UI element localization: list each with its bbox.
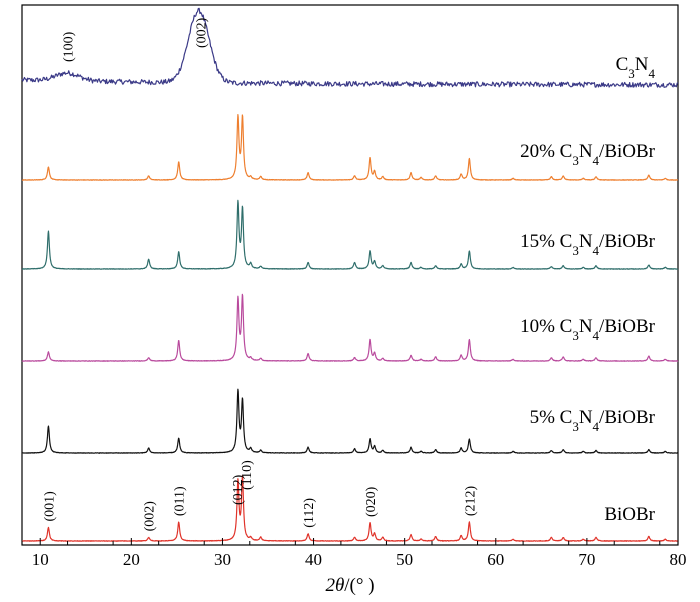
x-tick-label-50: 50: [396, 550, 413, 569]
peak-label-5-1: (002): [143, 501, 158, 532]
series-line-1: [21, 114, 679, 181]
x-tick-label-70: 70: [578, 550, 595, 569]
x-axis-label-symbol: 2θ: [325, 575, 344, 596]
peak-label-0-1: (002): [195, 17, 210, 48]
series-traces: [21, 7, 679, 542]
peak-label-5-5: (112): [302, 498, 317, 528]
series-line-5: [21, 475, 679, 542]
plot-frame: [21, 4, 679, 546]
x-tick-label-80: 80: [670, 550, 687, 569]
x-tick-label-20: 20: [123, 550, 140, 569]
series-labels: C3N4 20% C3N4/BiOBr 15% C3N4/BiOBr 10% C3N4…: [520, 54, 656, 525]
peak-label-5-7: (212): [463, 485, 478, 516]
peak-label-5-2: (011): [173, 486, 188, 516]
series-label-4: 5% C3N4/BiOBr: [530, 407, 656, 434]
series-line-4: [21, 388, 679, 454]
x-tick-label-60: 60: [487, 550, 504, 569]
series-line-3: [21, 293, 679, 362]
x-axis-label: 2θ/(° ): [325, 575, 374, 596]
series-line-2: [21, 199, 679, 270]
peak-label-5-0: (001): [42, 491, 57, 522]
series-label-0: C3N4: [616, 54, 656, 81]
peak-label-5-6: (020): [364, 486, 379, 517]
series-label-5: BiOBr: [604, 504, 655, 525]
peak-label-5-3: (012): [231, 474, 246, 505]
peak-labels: (100) (002) (001) (002) (011) (012)(110) (112)…: [42, 17, 478, 531]
peak-label-5-4: (110): [240, 460, 255, 490]
x-tick-label-30: 30: [214, 550, 231, 569]
series-label-2: 15% C3N4/BiOBr: [520, 231, 656, 258]
x-axis-label-unit: /(° ): [344, 575, 374, 596]
x-axis: 10 20 30 40 50 60 70 80: [21, 538, 687, 569]
series-label-1: 20% C3N4/BiOBr: [520, 141, 656, 168]
series-line-0: [21, 7, 679, 88]
x-tick-label-40: 40: [305, 550, 322, 569]
x-tick-label-10: 10: [32, 550, 49, 569]
peak-label-0-0: (100): [62, 31, 77, 62]
series-label-3: 10% C3N4/BiOBr: [520, 316, 656, 343]
